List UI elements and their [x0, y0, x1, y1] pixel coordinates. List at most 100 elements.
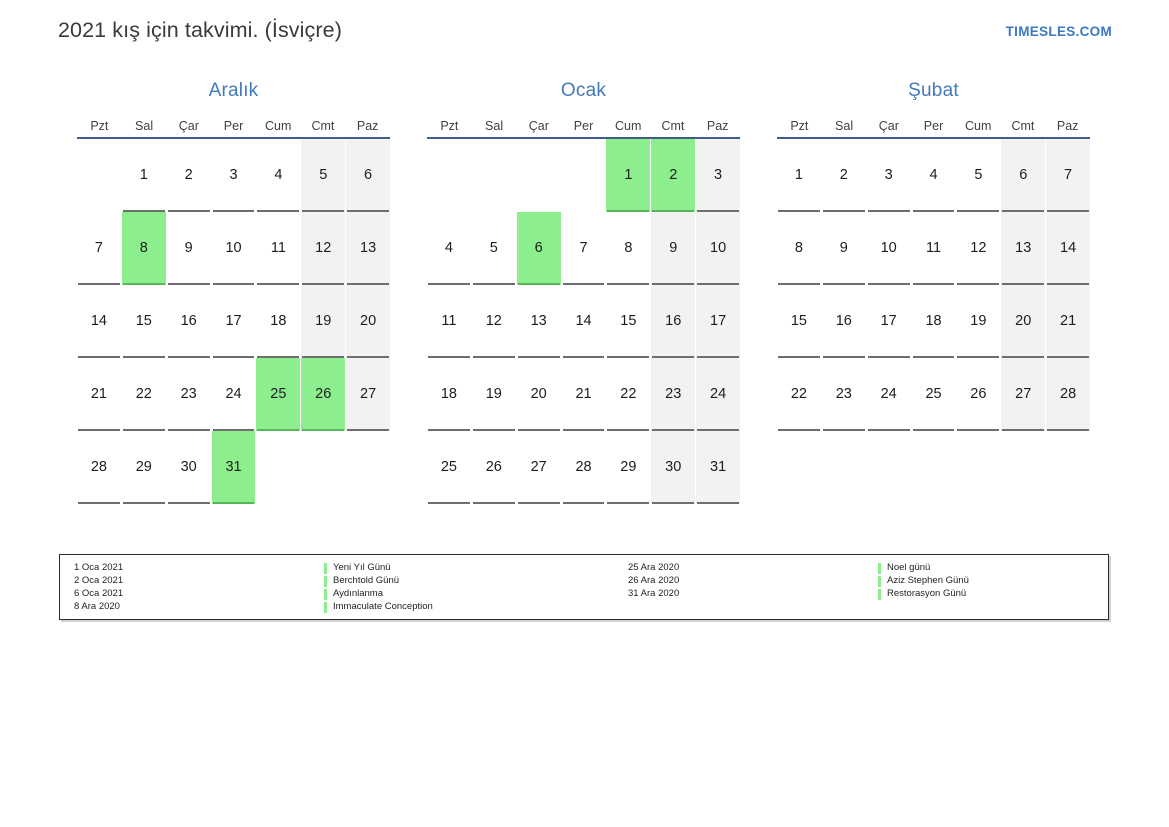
day-cell[interactable]: 3: [867, 139, 911, 212]
day-cell[interactable]: 27: [517, 431, 561, 504]
day-cell[interactable]: 13: [1001, 212, 1046, 285]
day-cell[interactable]: 21: [1046, 285, 1091, 358]
day-cell[interactable]: 26: [472, 431, 516, 504]
day-cell-holiday[interactable]: 25: [256, 358, 301, 431]
day-cell[interactable]: 4: [912, 139, 956, 212]
day-cell[interactable]: 14: [77, 285, 121, 358]
day-cell[interactable]: 12: [472, 285, 516, 358]
day-cell[interactable]: 6: [1001, 139, 1046, 212]
day-cell[interactable]: 31: [696, 431, 741, 504]
day-number: 16: [180, 313, 197, 330]
day-cell[interactable]: 1: [777, 139, 821, 212]
day-cell[interactable]: 7: [1046, 139, 1091, 212]
day-cell[interactable]: 20: [1001, 285, 1046, 358]
day-cell[interactable]: 27: [1001, 358, 1046, 431]
day-cell[interactable]: 19: [956, 285, 1000, 358]
day-cell[interactable]: 4: [256, 139, 300, 212]
day-cell[interactable]: 23: [167, 358, 211, 431]
day-cell[interactable]: 21: [562, 358, 606, 431]
day-cell[interactable]: 4: [427, 212, 471, 285]
day-cell[interactable]: 2: [822, 139, 866, 212]
day-cell[interactable]: 14: [1046, 212, 1091, 285]
day-cell[interactable]: 22: [122, 358, 166, 431]
day-cell-holiday[interactable]: 2: [651, 139, 696, 212]
day-cell[interactable]: 17: [696, 285, 741, 358]
day-cell[interactable]: 9: [651, 212, 696, 285]
day-cell[interactable]: 11: [256, 212, 300, 285]
day-cell[interactable]: 30: [651, 431, 696, 504]
day-cell[interactable]: 22: [606, 358, 650, 431]
day-cell[interactable]: 10: [212, 212, 256, 285]
day-cell[interactable]: 10: [696, 212, 741, 285]
day-cell-holiday[interactable]: 8: [121, 212, 166, 285]
day-number: 17: [225, 313, 242, 330]
day-cell[interactable]: 8: [777, 212, 821, 285]
day-number: 3: [884, 167, 893, 184]
day-cell[interactable]: 11: [427, 285, 471, 358]
day-cell[interactable]: 12: [301, 212, 346, 285]
day-cell[interactable]: 14: [562, 285, 606, 358]
day-cell[interactable]: 17: [867, 285, 911, 358]
day-cell[interactable]: 12: [956, 212, 1000, 285]
day-cell[interactable]: 25: [427, 431, 471, 504]
day-cell[interactable]: 28: [562, 431, 606, 504]
day-cell-holiday[interactable]: 31: [211, 431, 256, 504]
day-cell[interactable]: 18: [912, 285, 956, 358]
day-cell[interactable]: 25: [912, 358, 956, 431]
day-cell[interactable]: 11: [912, 212, 956, 285]
day-cell[interactable]: 16: [651, 285, 696, 358]
day-cell[interactable]: 5: [956, 139, 1000, 212]
day-cell[interactable]: 2: [167, 139, 211, 212]
day-cell[interactable]: 1: [122, 139, 166, 212]
day-cell[interactable]: 30: [167, 431, 211, 504]
day-cell[interactable]: 16: [167, 285, 211, 358]
day-cell[interactable]: 26: [956, 358, 1000, 431]
day-cell[interactable]: 28: [1046, 358, 1091, 431]
day-cell[interactable]: 6: [346, 139, 391, 212]
day-cell[interactable]: 13: [346, 212, 391, 285]
day-cell[interactable]: 22: [777, 358, 821, 431]
legend-date: 25 Ara 2020: [628, 562, 680, 573]
day-cell[interactable]: 3: [696, 139, 741, 212]
day-cell[interactable]: 9: [822, 212, 866, 285]
day-cell[interactable]: 17: [212, 285, 256, 358]
day-cell[interactable]: 8: [606, 212, 650, 285]
day-number: 28: [90, 459, 107, 476]
day-cell-holiday[interactable]: 1: [606, 139, 651, 212]
day-cell[interactable]: 5: [301, 139, 346, 212]
day-cell-holiday[interactable]: 6: [516, 212, 561, 285]
day-cell[interactable]: 28: [77, 431, 121, 504]
brand-logo[interactable]: TIMESLES.COM: [1005, 24, 1112, 39]
day-cell[interactable]: 23: [822, 358, 866, 431]
day-cell[interactable]: 19: [472, 358, 516, 431]
day-cell[interactable]: 24: [696, 358, 741, 431]
day-cell[interactable]: 7: [77, 212, 121, 285]
day-cell[interactable]: 16: [822, 285, 866, 358]
day-cell[interactable]: 24: [212, 358, 256, 431]
day-cell-holiday[interactable]: 26: [301, 358, 346, 431]
day-cell[interactable]: 7: [562, 212, 606, 285]
day-cell[interactable]: 19: [301, 285, 346, 358]
day-cell[interactable]: 29: [122, 431, 166, 504]
day-number: 30: [665, 459, 682, 476]
day-cell[interactable]: 18: [427, 358, 471, 431]
day-cell[interactable]: 3: [212, 139, 256, 212]
day-cell[interactable]: 18: [256, 285, 300, 358]
day-cell[interactable]: 9: [167, 212, 211, 285]
day-cell[interactable]: 15: [777, 285, 821, 358]
day-cell[interactable]: 29: [606, 431, 650, 504]
day-number: 2: [839, 167, 848, 184]
day-number: 20: [360, 313, 377, 330]
day-cell[interactable]: 23: [651, 358, 696, 431]
day-cell[interactable]: 21: [77, 358, 121, 431]
day-cell[interactable]: 10: [867, 212, 911, 285]
day-cell[interactable]: 24: [867, 358, 911, 431]
day-cell[interactable]: 20: [517, 358, 561, 431]
day-cell[interactable]: 13: [517, 285, 561, 358]
day-cell[interactable]: 20: [346, 285, 391, 358]
week-row: 1 2 3 4 5 6 7: [777, 139, 1091, 212]
day-cell[interactable]: 15: [606, 285, 650, 358]
day-cell[interactable]: 27: [346, 358, 391, 431]
day-cell[interactable]: 5: [472, 212, 516, 285]
day-cell[interactable]: 15: [122, 285, 166, 358]
